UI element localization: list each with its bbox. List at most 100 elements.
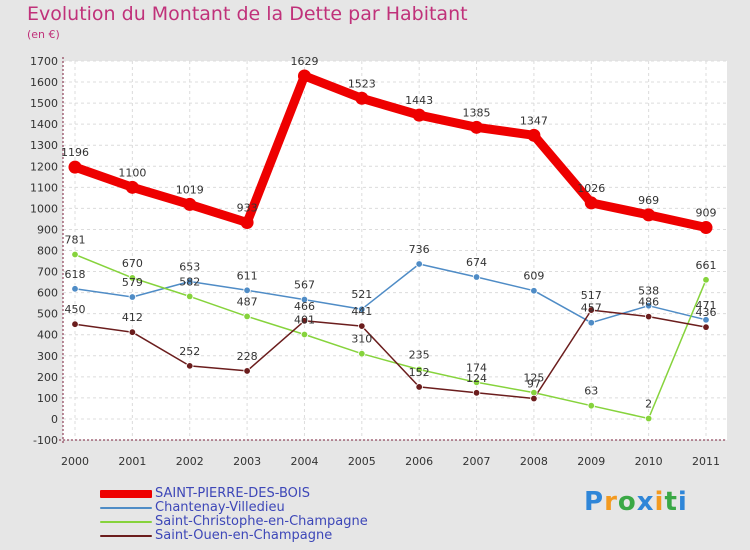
- data-point: [183, 197, 197, 211]
- data-label: 969: [638, 194, 659, 207]
- legend-label: Saint-Christophe-en-Champagne: [155, 514, 368, 529]
- data-point: [243, 286, 251, 294]
- data-point: [71, 250, 79, 259]
- data-point: [297, 69, 311, 83]
- y-tick-label: 1200: [30, 160, 58, 173]
- data-point: [699, 221, 713, 235]
- y-tick-label: 500: [37, 308, 58, 321]
- data-label: 1385: [463, 106, 491, 119]
- logo-letter: r: [604, 487, 618, 517]
- x-tick-label: 2010: [635, 455, 663, 468]
- data-point: [415, 383, 423, 391]
- data-label: 1019: [176, 183, 204, 196]
- y-tick-label: 300: [37, 350, 58, 363]
- y-tick-label: 1100: [30, 181, 58, 194]
- data-label: 579: [122, 276, 143, 289]
- data-label: 618: [65, 268, 86, 281]
- data-point: [644, 301, 653, 310]
- y-tick-label: 1400: [30, 118, 58, 131]
- legend-swatch: [100, 535, 152, 537]
- x-tick-label: 2005: [348, 455, 376, 468]
- data-label: 1523: [348, 77, 376, 90]
- series-line-2: [74, 263, 707, 324]
- logo-letter: o: [617, 487, 637, 517]
- data-point: [472, 389, 481, 397]
- data-point: [355, 91, 369, 105]
- data-label: 674: [466, 256, 487, 269]
- data-point: [644, 414, 653, 423]
- y-tick-label: 1600: [30, 76, 58, 89]
- data-point: [530, 394, 538, 403]
- x-tick-label: 2008: [520, 455, 548, 468]
- data-label: 1629: [290, 55, 318, 68]
- data-point: [243, 312, 251, 321]
- y-tick-label: 1000: [30, 202, 58, 215]
- data-label: 1026: [577, 182, 605, 195]
- data-point: [186, 362, 194, 370]
- data-label: 450: [65, 303, 86, 316]
- data-label: 521: [351, 288, 372, 301]
- data-point: [702, 276, 710, 284]
- y-tick-label: 700: [37, 266, 58, 279]
- y-tick-label: 200: [37, 371, 58, 384]
- data-point: [644, 312, 653, 321]
- data-label: 567: [294, 279, 315, 292]
- y-tick-label: 1500: [30, 97, 58, 110]
- x-tick-label: 2007: [463, 455, 491, 468]
- x-tick-label: 2006: [405, 455, 433, 468]
- data-label: 252: [179, 345, 200, 358]
- data-point: [527, 128, 541, 142]
- x-tick-label: 2009: [577, 455, 605, 468]
- y-tick-label: 100: [37, 392, 58, 405]
- data-point: [128, 274, 137, 282]
- data-label: 1196: [61, 146, 89, 159]
- data-point: [412, 108, 426, 122]
- data-label: 436: [696, 306, 717, 319]
- data-point: [358, 305, 366, 313]
- legend-item: Chantenay-Villedieu: [100, 500, 420, 515]
- series-line-3: [74, 253, 707, 420]
- logo-letter: t: [664, 487, 678, 517]
- y-tick-label: 400: [37, 329, 58, 342]
- data-point: [470, 120, 484, 134]
- logo-letter: i: [677, 487, 688, 517]
- data-point: [128, 328, 137, 336]
- data-point: [587, 306, 595, 314]
- data-label: 466: [294, 300, 315, 313]
- data-point: [530, 287, 538, 295]
- x-tick-label: 2011: [692, 455, 720, 468]
- legend-item: Saint-Ouen-en-Champagne: [100, 528, 420, 543]
- y-tick-label: -100: [33, 434, 58, 447]
- data-label: 486: [638, 296, 659, 309]
- data-label: 933: [237, 201, 258, 214]
- data-label: 235: [409, 348, 430, 361]
- data-label: 1100: [118, 166, 146, 179]
- data-label: 661: [696, 259, 717, 272]
- data-label: 412: [122, 311, 143, 324]
- data-label: 310: [351, 333, 372, 346]
- data-label: 1347: [520, 114, 548, 127]
- y-tick-label: 900: [37, 223, 58, 236]
- legend-item: Saint-Christophe-en-Champagne: [100, 514, 420, 529]
- data-point: [472, 378, 481, 387]
- y-tick-label: 800: [37, 245, 58, 258]
- data-label: 517: [581, 289, 602, 302]
- data-label: 63: [584, 385, 598, 398]
- data-label: 401: [294, 314, 315, 327]
- data-label: 736: [409, 243, 430, 256]
- data-label: 1443: [405, 94, 433, 107]
- data-point: [71, 285, 79, 293]
- x-tick-label: 2003: [233, 455, 261, 468]
- data-point: [186, 277, 194, 286]
- data-point: [240, 215, 254, 229]
- data-point: [415, 365, 423, 374]
- x-tick-label: 2000: [61, 455, 89, 468]
- x-tick-label: 2002: [176, 455, 204, 468]
- legend-label: Saint-Ouen-en-Champagne: [155, 528, 333, 543]
- data-label: 582: [179, 275, 200, 288]
- legend-swatch: [100, 490, 152, 498]
- data-label: 909: [696, 207, 717, 220]
- data-label: 441: [351, 305, 372, 318]
- logo-letter: x: [636, 487, 655, 517]
